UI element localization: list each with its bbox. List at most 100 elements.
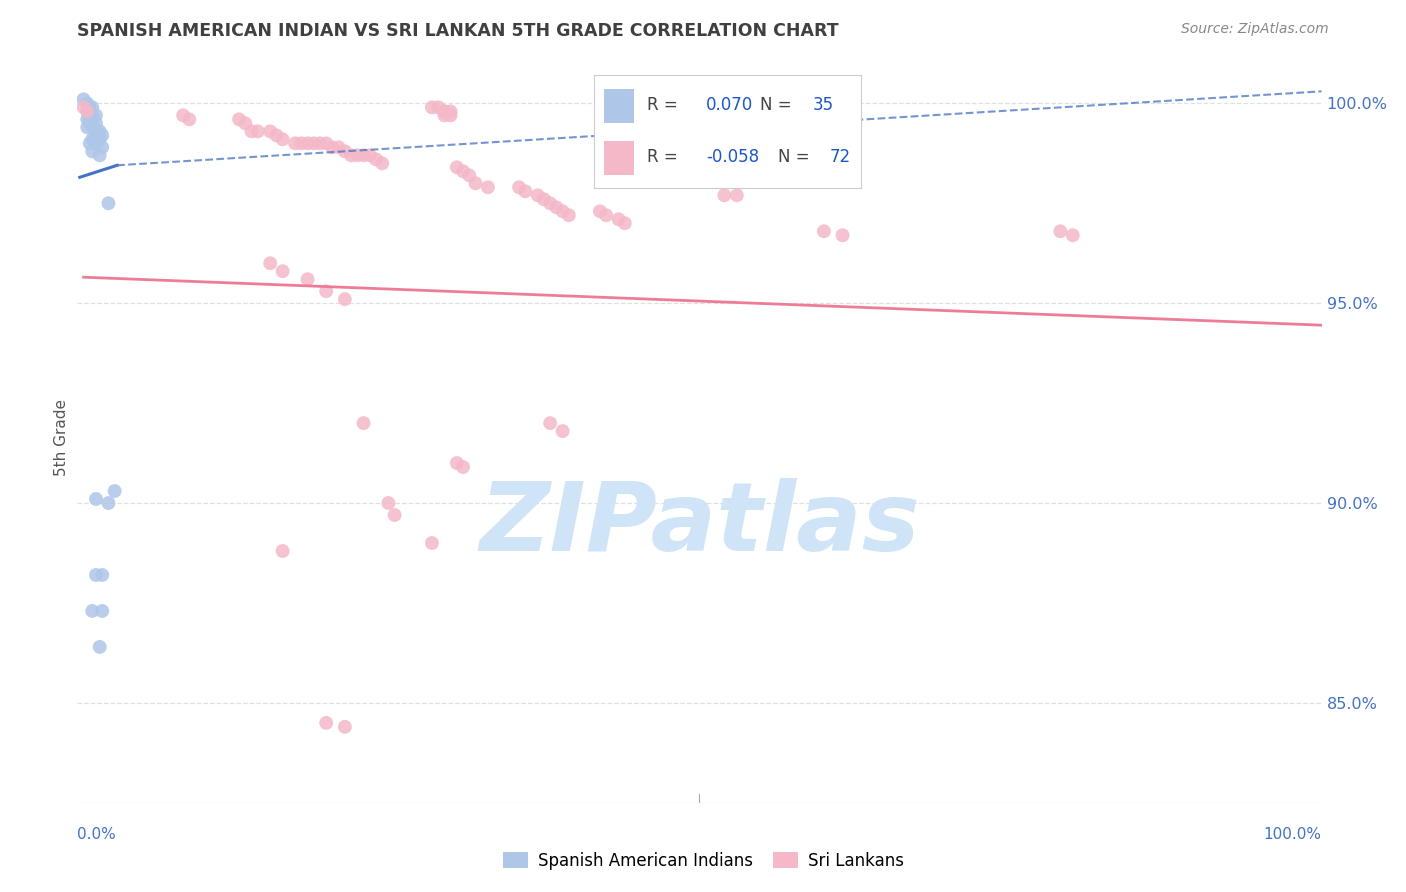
Point (91, 140, 114, 154)
Point (84, 108, 107, 122)
Point (446, 161, 468, 175)
Point (79, 112, 101, 127)
Point (340, 148, 363, 162)
Point (353, 148, 375, 162)
Point (607, 212, 630, 227)
Point (384, 508, 406, 522)
Point (259, 124, 281, 138)
Point (813, 224, 835, 238)
Point (82, 108, 104, 122)
Point (309, 136, 332, 151)
Point (1049, 224, 1071, 238)
Point (104, 483, 127, 498)
Point (84, 128, 107, 143)
Point (84, 568, 107, 582)
Point (82, 100, 104, 114)
Point (725, 188, 748, 202)
Point (315, 136, 337, 151)
Text: 100.0%: 100.0% (1264, 827, 1322, 841)
Point (371, 156, 394, 170)
Point (259, 256, 281, 270)
Point (84, 491, 107, 506)
Point (831, 228, 853, 243)
Point (433, 104, 456, 119)
Point (84, 116, 107, 130)
Point (97, 196, 120, 211)
Point (89, 640, 111, 654)
Point (551, 204, 574, 219)
Point (84, 124, 107, 138)
Point (333, 720, 356, 734)
Point (508, 180, 530, 194)
Point (364, 153, 387, 167)
Point (79, 104, 101, 119)
Point (290, 136, 312, 151)
Point (538, 196, 561, 211)
Point (464, 176, 486, 190)
Point (79, 100, 101, 114)
Point (82, 132, 104, 146)
Point (76, 120, 98, 135)
Point (440, 104, 463, 119)
Point (420, 536, 443, 550)
Point (558, 208, 581, 222)
Point (377, 496, 399, 510)
Point (76, 104, 98, 119)
Point (89, 132, 111, 146)
Point (515, 184, 537, 198)
Point (315, 715, 337, 730)
Point (84, 136, 107, 151)
Point (440, 108, 463, 122)
Point (89, 124, 111, 138)
Point (89, 148, 111, 162)
Point (333, 292, 356, 306)
Point (546, 200, 568, 214)
Text: Source: ZipAtlas.com: Source: ZipAtlas.com (1181, 22, 1329, 37)
Point (302, 136, 325, 151)
Point (595, 208, 617, 222)
Point (266, 128, 288, 143)
Point (271, 544, 294, 558)
Point (82, 120, 104, 135)
Point (420, 100, 443, 114)
Point (427, 100, 450, 114)
Point (538, 416, 561, 430)
Point (353, 416, 375, 430)
Point (228, 112, 250, 127)
Point (179, 112, 201, 127)
Y-axis label: 5th Grade: 5th Grade (53, 399, 69, 475)
Point (589, 204, 612, 219)
Point (613, 216, 636, 230)
Point (551, 424, 574, 438)
Point (233, 116, 256, 130)
Point (79, 116, 101, 130)
Point (72, 92, 94, 106)
Point (458, 169, 481, 183)
Point (76, 104, 98, 119)
Point (321, 140, 343, 154)
Point (451, 164, 474, 178)
Point (446, 456, 468, 470)
Legend: Spanish American Indians, Sri Lankans: Spanish American Indians, Sri Lankans (496, 846, 910, 877)
Point (97, 496, 120, 510)
Point (315, 284, 337, 298)
Point (284, 136, 307, 151)
Point (346, 148, 368, 162)
Point (271, 132, 294, 146)
Point (76, 112, 98, 127)
Text: 0.0%: 0.0% (77, 827, 117, 841)
Point (82, 604, 104, 618)
Point (433, 104, 456, 119)
Point (333, 145, 356, 159)
Point (477, 180, 499, 194)
Point (72, 100, 94, 114)
Point (76, 96, 98, 111)
Point (82, 112, 104, 127)
Point (713, 188, 735, 202)
Point (91, 128, 114, 143)
Point (451, 460, 474, 475)
Point (533, 192, 555, 206)
Point (526, 188, 548, 202)
Point (240, 124, 263, 138)
Point (271, 264, 294, 278)
